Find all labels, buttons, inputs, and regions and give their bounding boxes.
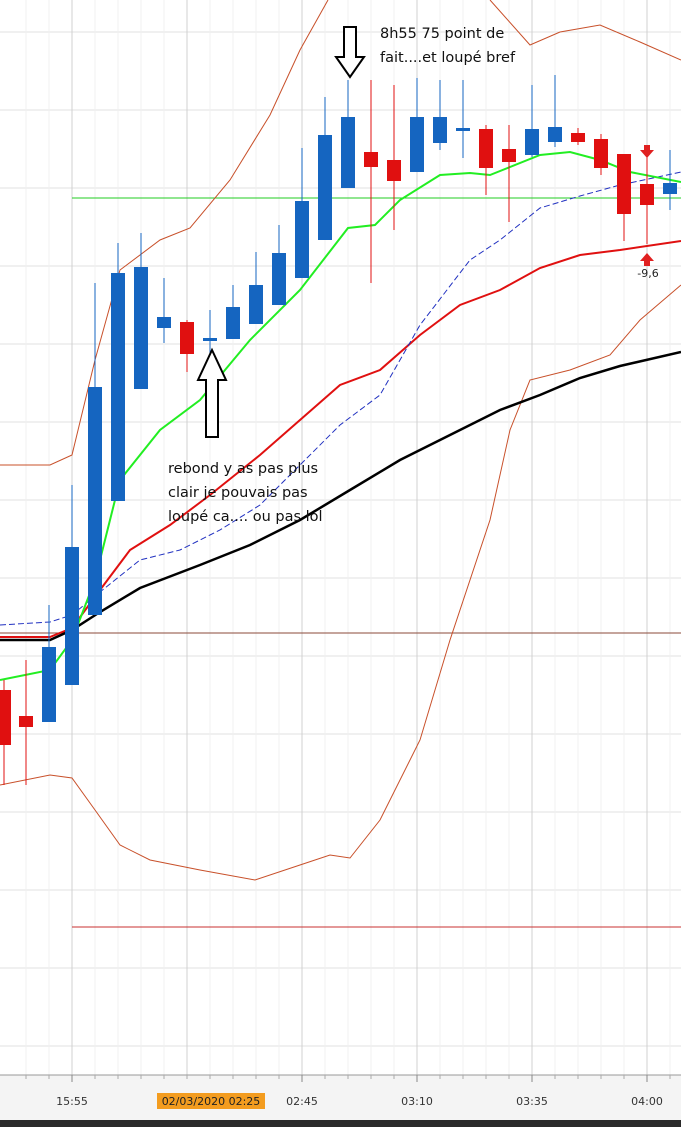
annotation: 8h55 75 point de (380, 26, 504, 42)
indicator-line (0, 150, 681, 681)
candle-body (203, 338, 217, 341)
candle-body (157, 317, 171, 328)
indicator-line (0, 284, 681, 881)
up-arrow (196, 347, 228, 438)
candle-body (663, 183, 677, 194)
indicator-line (0, 0, 329, 466)
x-tick-label: 03:35 (516, 1095, 548, 1108)
candle-body (594, 139, 608, 168)
candle-body (180, 322, 194, 354)
time-axis (0, 1075, 681, 1120)
x-tick-label: 15:55 (56, 1095, 88, 1108)
buy-marker (640, 253, 654, 266)
candle-body (571, 133, 585, 142)
candle-body (341, 117, 355, 188)
indicators (0, 0, 681, 881)
candle-body (272, 253, 286, 305)
candle-body (19, 716, 33, 727)
candle-body (88, 387, 102, 615)
candle-body (433, 117, 447, 143)
candle-body (548, 127, 562, 142)
candle-body (502, 149, 516, 162)
candle-body (525, 129, 539, 155)
candle-body (134, 267, 148, 389)
annotation: fait....et loupé bref (380, 50, 516, 66)
candles (0, 75, 677, 785)
sell-marker (640, 145, 654, 158)
indicator-line (0, 350, 681, 642)
down-arrow (334, 26, 366, 79)
candle-body (410, 117, 424, 172)
candle-body (295, 201, 309, 278)
candle-body (456, 128, 470, 131)
marker-label: -9,6 (637, 267, 658, 280)
indicator-line (489, 0, 681, 61)
candle-body (318, 135, 332, 240)
candle-body (226, 307, 240, 339)
candle-body (65, 547, 79, 685)
bottom-bar (0, 1120, 681, 1127)
annotation: clair je pouvais pas (168, 485, 308, 501)
candle-body (42, 647, 56, 722)
annotation: rebond y as pas plus (168, 461, 318, 477)
cursor-badge (157, 1093, 265, 1109)
candle-body (617, 154, 631, 214)
x-tick-label: 03:10 (401, 1095, 433, 1108)
candle-body (364, 152, 378, 167)
indicator-line (0, 171, 681, 626)
candle-body (249, 285, 263, 324)
candle-body (640, 184, 654, 205)
x-tick-label: 04:00 (631, 1095, 663, 1108)
grid (0, 0, 681, 1075)
candle-body (387, 160, 401, 181)
candle-body (479, 129, 493, 168)
annotation: loupé ca.... ou pas lol (168, 509, 323, 525)
candle-body (111, 273, 125, 501)
cursor-label: 02/03/2020 02:25 (162, 1095, 261, 1108)
x-tick-label: 02:45 (286, 1095, 318, 1108)
candle-body (0, 690, 11, 745)
time-ticks: 15:55 02:45 03:10 03:35 04:00 (25, 1075, 671, 1108)
